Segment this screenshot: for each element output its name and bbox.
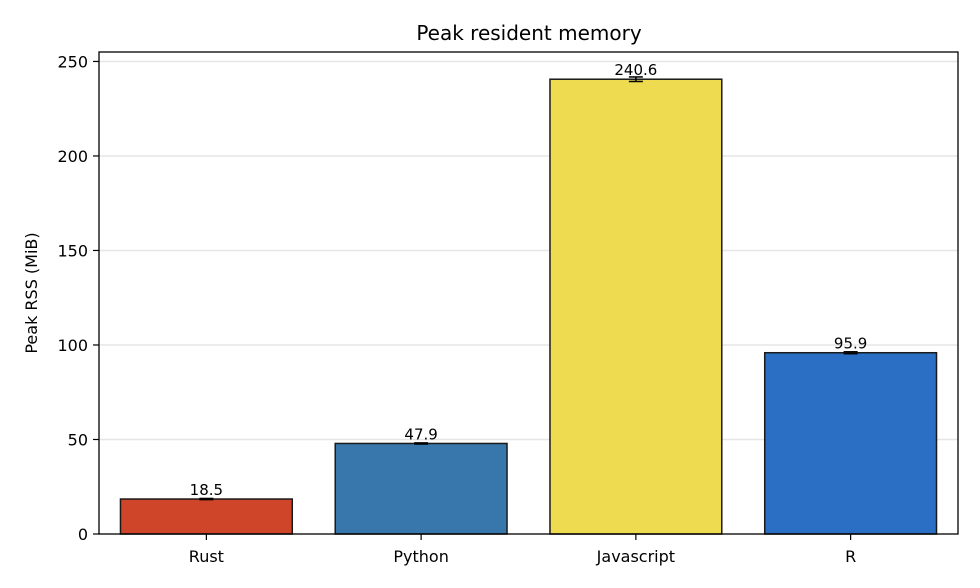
data-label: 47.9 xyxy=(404,425,437,443)
x-tick-label: Python xyxy=(393,547,448,566)
y-tick-label: 200 xyxy=(57,147,88,166)
bars xyxy=(119,76,938,535)
data-label: 18.5 xyxy=(190,481,223,499)
axes: 0 50 100 150 200 250 Rust Python Javascript R xyxy=(57,51,959,566)
data-labels: 18.5 47.9 240.6 95.9 xyxy=(190,61,868,499)
x-tick-label: R xyxy=(845,547,856,566)
bar-python xyxy=(334,442,508,535)
bar-rust xyxy=(119,498,294,535)
chart-title: Peak resident memory xyxy=(416,21,642,45)
bar-javascript xyxy=(549,78,723,535)
data-label: 240.6 xyxy=(614,61,657,79)
x-tick-label: Javascript xyxy=(596,547,675,566)
y-tick-label: 150 xyxy=(57,241,88,260)
y-tick-label: 250 xyxy=(57,52,88,71)
bar-r xyxy=(763,351,938,535)
y-axis-label: Peak RSS (MiB) xyxy=(22,232,41,353)
y-tick-label: 0 xyxy=(78,525,88,544)
y-tick-label: 100 xyxy=(57,336,88,355)
plot-frame xyxy=(98,51,959,535)
x-tick-label: Rust xyxy=(189,547,224,566)
data-label: 95.9 xyxy=(834,335,867,353)
y-tick-label: 50 xyxy=(68,430,88,449)
